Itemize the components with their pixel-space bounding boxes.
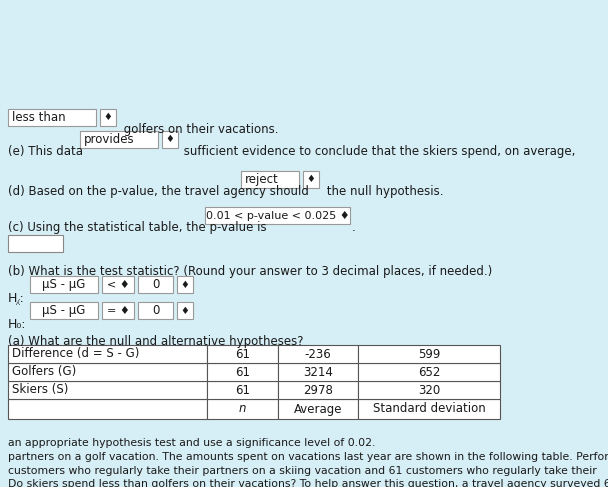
Text: 652: 652 xyxy=(418,366,440,378)
Text: Skiers (S): Skiers (S) xyxy=(12,383,68,396)
Text: ♦: ♦ xyxy=(103,112,112,123)
FancyBboxPatch shape xyxy=(207,381,278,399)
FancyBboxPatch shape xyxy=(8,381,207,399)
Text: 599: 599 xyxy=(418,348,440,360)
FancyBboxPatch shape xyxy=(8,399,207,419)
FancyBboxPatch shape xyxy=(8,109,96,126)
Text: 61: 61 xyxy=(235,366,250,378)
FancyBboxPatch shape xyxy=(358,345,500,363)
Text: -236: -236 xyxy=(305,348,331,360)
Text: ♦: ♦ xyxy=(181,280,189,289)
Text: sufficient evidence to conclude that the skiers spend, on average,: sufficient evidence to conclude that the… xyxy=(180,145,575,158)
FancyBboxPatch shape xyxy=(138,302,173,319)
FancyBboxPatch shape xyxy=(177,302,193,319)
FancyBboxPatch shape xyxy=(358,399,500,419)
Text: provides: provides xyxy=(84,133,134,146)
Text: 61: 61 xyxy=(235,383,250,396)
Text: H⁁:: H⁁: xyxy=(8,292,25,305)
FancyBboxPatch shape xyxy=(358,363,500,381)
FancyBboxPatch shape xyxy=(278,381,358,399)
FancyBboxPatch shape xyxy=(177,276,193,293)
FancyBboxPatch shape xyxy=(207,363,278,381)
Text: 320: 320 xyxy=(418,383,440,396)
Text: H₀:: H₀: xyxy=(8,318,27,331)
FancyBboxPatch shape xyxy=(30,302,98,319)
Text: = ♦: = ♦ xyxy=(106,305,130,316)
FancyBboxPatch shape xyxy=(278,399,358,419)
FancyBboxPatch shape xyxy=(102,276,134,293)
Text: μS - μG: μS - μG xyxy=(43,278,86,291)
FancyBboxPatch shape xyxy=(8,363,207,381)
FancyBboxPatch shape xyxy=(241,171,299,188)
FancyBboxPatch shape xyxy=(100,109,116,126)
Text: customers who regularly take their partners on a skiing vacation and 61 customer: customers who regularly take their partn… xyxy=(8,466,596,475)
Text: (c) Using the statistical table, the p-value is: (c) Using the statistical table, the p-v… xyxy=(8,221,267,234)
Text: reject: reject xyxy=(245,173,278,186)
Text: (e) This data: (e) This data xyxy=(8,145,83,158)
Text: an appropriate hypothesis test and use a significance level of 0.02.: an appropriate hypothesis test and use a… xyxy=(8,438,375,449)
FancyBboxPatch shape xyxy=(303,171,319,188)
Text: 61: 61 xyxy=(235,348,250,360)
FancyBboxPatch shape xyxy=(138,276,173,293)
FancyBboxPatch shape xyxy=(162,131,178,148)
FancyBboxPatch shape xyxy=(8,235,63,252)
FancyBboxPatch shape xyxy=(207,345,278,363)
Text: (a) What are the null and alternative hypotheses?: (a) What are the null and alternative hy… xyxy=(8,335,303,348)
Text: partners on a golf vacation. The amounts spent on vacations last year are shown : partners on a golf vacation. The amounts… xyxy=(8,452,608,462)
Text: (b) What is the test statistic? (Round your answer to 3 decimal places, if neede: (b) What is the test statistic? (Round y… xyxy=(8,265,492,278)
Text: ♦: ♦ xyxy=(181,305,189,316)
Text: Do skiers spend less than golfers on their vacations? To help answer this questi: Do skiers spend less than golfers on the… xyxy=(8,479,608,487)
FancyBboxPatch shape xyxy=(278,363,358,381)
Text: Average: Average xyxy=(294,402,342,415)
Text: less than: less than xyxy=(12,111,66,124)
Text: 0: 0 xyxy=(152,304,159,317)
Text: Golfers (G): Golfers (G) xyxy=(12,366,76,378)
FancyBboxPatch shape xyxy=(8,345,207,363)
Text: 0: 0 xyxy=(152,278,159,291)
FancyBboxPatch shape xyxy=(30,276,98,293)
Text: 0.01 < p-value < 0.025 ♦: 0.01 < p-value < 0.025 ♦ xyxy=(206,210,350,221)
Text: (d) Based on the p-value, the travel agency should: (d) Based on the p-value, the travel age… xyxy=(8,185,309,198)
Text: Standard deviation: Standard deviation xyxy=(373,402,485,415)
Text: < ♦: < ♦ xyxy=(106,280,130,289)
Text: 2978: 2978 xyxy=(303,383,333,396)
Text: .: . xyxy=(352,221,356,234)
Text: golfers on their vacations.: golfers on their vacations. xyxy=(120,123,278,136)
FancyBboxPatch shape xyxy=(207,399,278,419)
Text: μS - μG: μS - μG xyxy=(43,304,86,317)
Text: ♦: ♦ xyxy=(306,174,316,185)
Text: ♦: ♦ xyxy=(165,134,174,145)
Text: n: n xyxy=(239,402,246,415)
FancyBboxPatch shape xyxy=(278,345,358,363)
FancyBboxPatch shape xyxy=(102,302,134,319)
Text: Difference (d = S - G): Difference (d = S - G) xyxy=(12,348,139,360)
Text: 3214: 3214 xyxy=(303,366,333,378)
Text: the null hypothesis.: the null hypothesis. xyxy=(323,185,443,198)
FancyBboxPatch shape xyxy=(80,131,158,148)
FancyBboxPatch shape xyxy=(205,207,350,224)
FancyBboxPatch shape xyxy=(358,381,500,399)
